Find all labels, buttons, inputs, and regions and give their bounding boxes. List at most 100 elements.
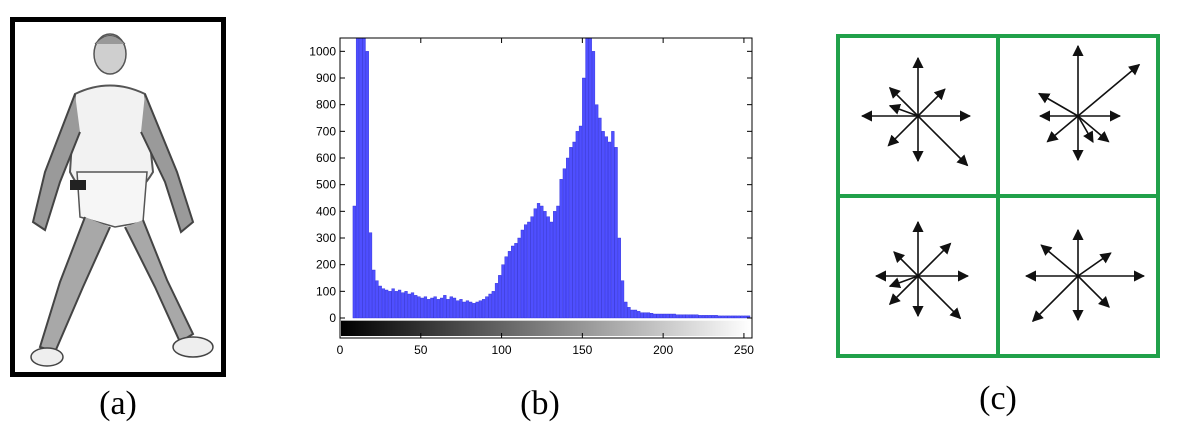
histogram-bar <box>624 301 628 319</box>
histogram-bar <box>562 168 566 319</box>
histogram-bar <box>549 221 554 319</box>
y-tick-label: 0 <box>329 311 336 325</box>
histogram-bar <box>533 208 537 319</box>
histogram-bar <box>401 292 405 319</box>
histogram-bar <box>501 264 505 319</box>
histogram-bar <box>414 295 418 319</box>
histogram-bar <box>608 141 612 319</box>
arrow <box>1077 252 1112 277</box>
histogram-bar <box>491 291 495 319</box>
y-tick-label: 700 <box>316 124 336 138</box>
arrow <box>917 242 952 277</box>
arrow <box>888 103 919 117</box>
histogram-bar <box>498 275 502 319</box>
person-photo <box>10 17 226 377</box>
histogram-bar <box>504 256 508 319</box>
histogram-bar <box>362 37 366 319</box>
histogram-bar <box>717 315 722 319</box>
histogram-bar <box>478 300 482 319</box>
histogram-bar <box>469 301 473 319</box>
histogram-bar <box>721 315 725 319</box>
y-tick-label: 800 <box>316 98 336 112</box>
histogram-bar <box>640 312 644 319</box>
histogram-bar <box>391 288 395 319</box>
histogram-bar <box>446 299 450 319</box>
x-tick-label: 200 <box>653 343 673 357</box>
arrow <box>888 275 919 306</box>
caption-a: (a) <box>99 385 137 422</box>
histogram-bar <box>462 301 466 319</box>
y-tick-label: 600 <box>316 151 336 165</box>
histogram-bar <box>734 315 738 319</box>
histogram-bar <box>569 147 573 319</box>
y-tick-label: 900 <box>316 71 336 85</box>
histogram-bar <box>724 315 728 319</box>
histogram-bar <box>420 297 424 319</box>
histogram-bar <box>620 280 625 319</box>
histogram-bar <box>737 315 741 319</box>
histogram-bar <box>559 179 563 319</box>
arrow <box>1077 115 1110 143</box>
y-tick-label: 400 <box>316 204 336 218</box>
histogram-bar <box>523 224 528 319</box>
x-tick-label: 100 <box>492 343 512 357</box>
histogram-bar <box>727 315 731 319</box>
histogram-bar <box>553 211 557 319</box>
caption-b: (b) <box>520 385 560 422</box>
arrow <box>1038 92 1079 117</box>
x-tick-label: 150 <box>572 343 592 357</box>
histogram-bar <box>385 289 389 319</box>
histogram-chart: 0 100 200 300 400 500 600 700 800 900 1000 0 50 100 15… <box>309 37 754 357</box>
histogram-bar <box>604 136 609 319</box>
histogram-bar <box>659 313 663 319</box>
histogram-bar <box>588 37 592 319</box>
grayscale-colorbar <box>341 320 751 336</box>
histogram-bar <box>578 125 583 319</box>
histogram-bar <box>743 315 747 319</box>
histogram-bar <box>591 51 596 319</box>
histogram-bar <box>511 245 515 319</box>
histogram-bar <box>417 296 421 319</box>
histogram-bar <box>614 147 618 319</box>
histogram-bar <box>530 216 534 319</box>
histogram-bar <box>368 232 373 319</box>
histogram-bar <box>643 312 647 319</box>
histogram-bar <box>543 211 547 319</box>
histogram-bar <box>585 37 589 319</box>
arrow-star <box>1024 228 1146 323</box>
histogram-bar <box>708 315 712 319</box>
histogram-bar <box>565 157 570 319</box>
histogram-bar <box>485 296 489 319</box>
x-tick-label: 250 <box>734 343 754 357</box>
histogram-bar <box>656 313 660 319</box>
arrow <box>1077 275 1110 308</box>
histogram-bar <box>375 280 379 319</box>
histogram-bar <box>472 303 476 319</box>
histogram-bar <box>572 141 576 319</box>
y-tick-label: 1000 <box>309 44 336 58</box>
histogram-bar <box>688 314 693 319</box>
histogram-bar <box>517 237 521 319</box>
histogram-bar <box>714 315 718 319</box>
arrow <box>887 115 919 147</box>
arrow <box>893 251 919 277</box>
histogram-bar <box>459 299 463 319</box>
plot-area: 0 100 200 300 400 500 600 700 800 900 1000 0 50 100 15… <box>309 37 754 357</box>
arrow <box>1077 63 1141 117</box>
histogram-bar <box>627 307 631 319</box>
histogram-bar <box>601 131 605 319</box>
histogram-bar <box>675 314 680 319</box>
histogram-bar <box>407 293 411 319</box>
arrow <box>888 275 919 289</box>
arrow <box>1031 275 1079 323</box>
histogram-bar <box>507 251 512 319</box>
histogram-bar <box>449 296 453 319</box>
histogram-bar <box>669 313 673 319</box>
arrow <box>1040 244 1079 277</box>
histogram-bar <box>646 312 651 319</box>
histogram-bar <box>704 315 709 319</box>
histogram-bar <box>365 51 369 319</box>
histogram-bar <box>701 315 705 319</box>
histogram-bar <box>443 295 447 319</box>
histogram-bar <box>397 289 402 319</box>
